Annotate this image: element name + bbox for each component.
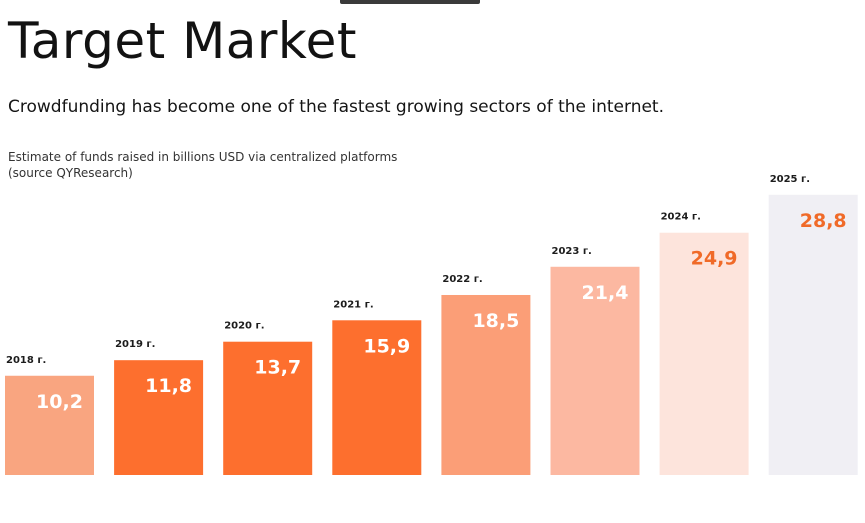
value-label-0: 10,2 <box>36 391 83 413</box>
bar-3 <box>332 320 422 475</box>
bar-2 <box>223 341 313 475</box>
bar-6 <box>659 232 749 475</box>
value-label-2: 13,7 <box>254 357 301 379</box>
bar-1 <box>114 360 204 475</box>
bar-5 <box>550 266 640 475</box>
value-label-4: 18,5 <box>472 310 519 332</box>
bar-0 <box>5 375 94 475</box>
value-label-5: 21,4 <box>582 282 629 304</box>
value-label-1: 11,8 <box>145 375 192 397</box>
value-label-7: 28,8 <box>800 210 847 232</box>
year-label-7: 2025 г. <box>770 174 810 185</box>
value-label-3: 15,9 <box>363 335 410 357</box>
page-title: Target Market <box>8 12 357 70</box>
year-label-3: 2021 г. <box>333 299 373 310</box>
bar-7 <box>768 194 858 475</box>
year-label-0: 2018 г. <box>6 355 46 366</box>
chart-caption-source: (source QYResearch) <box>8 166 133 180</box>
chart-caption: Estimate of funds raised in billions USD… <box>8 149 428 181</box>
page-subtitle: Crowdfunding has become one of the faste… <box>8 97 665 117</box>
bottom-margin <box>0 490 865 523</box>
year-label-2: 2020 г. <box>224 321 264 332</box>
value-label-6: 24,9 <box>691 248 738 270</box>
year-label-5: 2023 г. <box>552 246 592 257</box>
chart-caption-line1: Estimate of funds raised in billions USD… <box>8 150 398 164</box>
window-top-handle <box>340 0 480 4</box>
year-label-6: 2024 г. <box>661 212 701 223</box>
year-label-4: 2022 г. <box>442 274 482 285</box>
year-label-1: 2019 г. <box>115 339 155 350</box>
bar-4 <box>441 294 531 475</box>
